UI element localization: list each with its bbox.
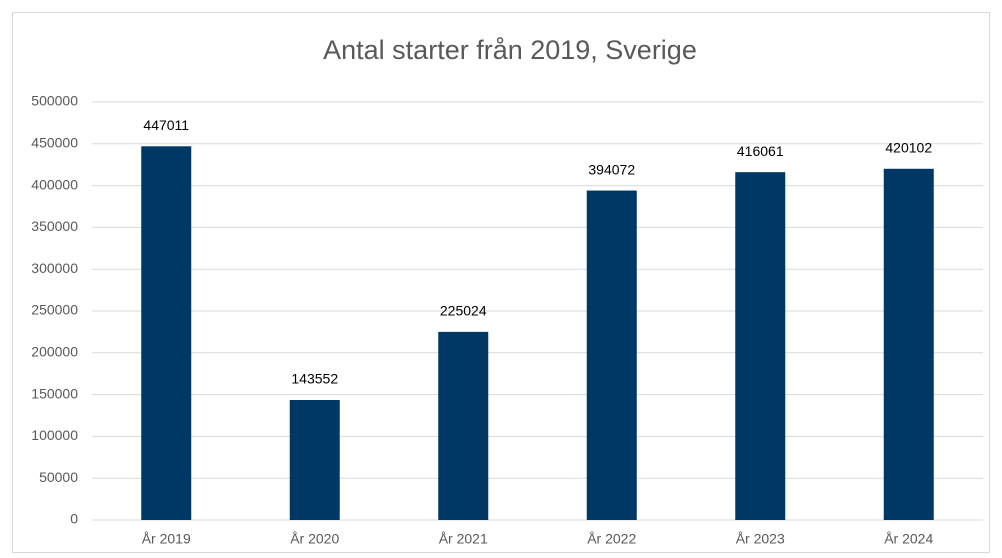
y-tick-label: 200000 <box>31 344 78 360</box>
bar <box>289 399 340 520</box>
y-tick-label: 300000 <box>31 260 78 276</box>
x-tick-label: År 2022 <box>587 531 636 547</box>
y-tick-label: 450000 <box>31 135 78 151</box>
data-label: 225024 <box>440 303 487 319</box>
chart-title: Antal starter från 2019, Sverige <box>323 35 697 65</box>
y-tick-label: 350000 <box>31 218 78 234</box>
bar <box>883 168 934 520</box>
bar <box>586 190 637 521</box>
data-label: 420102 <box>885 139 932 155</box>
data-label: 447011 <box>143 117 189 133</box>
y-tick-label: 400000 <box>31 176 78 192</box>
bar <box>141 146 192 520</box>
data-label: 394072 <box>588 161 635 177</box>
y-tick-label: 500000 <box>31 93 78 109</box>
x-tick-label: År 2020 <box>290 531 339 547</box>
x-tick-label: År 2021 <box>439 531 488 547</box>
y-tick-label: 250000 <box>31 302 78 318</box>
data-label: 416061 <box>737 143 784 159</box>
y-tick-label: 50000 <box>39 469 78 485</box>
y-tick-label: 0 <box>70 511 78 527</box>
y-tick-label: 150000 <box>31 385 78 401</box>
bar <box>438 331 489 520</box>
y-tick-label: 100000 <box>31 427 78 443</box>
x-tick-label: År 2024 <box>884 531 933 547</box>
x-tick-label: År 2023 <box>736 531 785 547</box>
data-label: 143552 <box>291 371 338 387</box>
bar <box>735 172 786 520</box>
x-tick-label: År 2019 <box>142 531 191 547</box>
